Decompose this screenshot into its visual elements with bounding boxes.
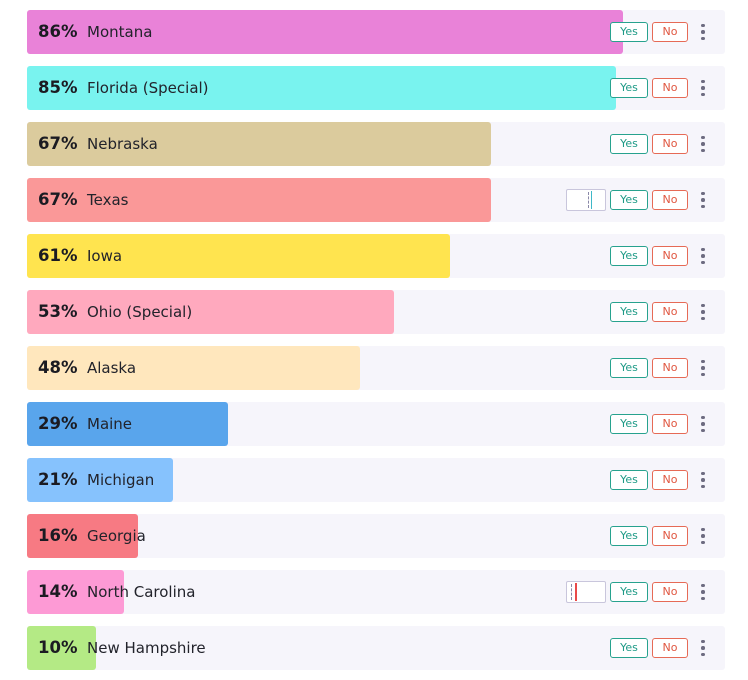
probability-label: 16% xyxy=(38,526,78,545)
trend-indicator xyxy=(566,189,606,211)
more-options-icon[interactable] xyxy=(695,21,711,43)
no-button[interactable]: No xyxy=(652,582,688,602)
race-row: 29% Maine Yes No xyxy=(27,402,725,446)
race-name: Maine xyxy=(87,415,133,433)
race-row: 61% Iowa Yes No xyxy=(27,234,725,278)
race-row: 48% Alaska Yes No xyxy=(27,346,725,390)
yes-button[interactable]: Yes xyxy=(610,470,648,490)
more-options-icon[interactable] xyxy=(695,301,711,323)
more-options-icon[interactable] xyxy=(695,133,711,155)
trend-tick xyxy=(588,192,589,208)
probability-bar xyxy=(27,626,96,670)
probability-bar xyxy=(27,10,623,54)
probability-bar xyxy=(27,178,491,222)
yes-button[interactable]: Yes xyxy=(610,358,648,378)
yes-button[interactable]: Yes xyxy=(610,414,648,434)
race-row: 14% North Carolina Yes No xyxy=(27,570,725,614)
no-button[interactable]: No xyxy=(652,302,688,322)
probability-label: 29% xyxy=(38,414,78,433)
race-name: North Carolina xyxy=(87,583,196,601)
more-options-icon[interactable] xyxy=(695,469,711,491)
race-row: 53% Ohio (Special) Yes No xyxy=(27,290,725,334)
yes-button[interactable]: Yes xyxy=(610,302,648,322)
yes-button[interactable]: Yes xyxy=(610,246,648,266)
more-options-icon[interactable] xyxy=(695,637,711,659)
probability-label: 85% xyxy=(38,78,78,97)
no-button[interactable]: No xyxy=(652,78,688,98)
race-name: New Hampshire xyxy=(87,639,206,657)
no-button[interactable]: No xyxy=(652,134,688,154)
probability-label: 48% xyxy=(38,358,78,377)
race-name: Alaska xyxy=(87,359,137,377)
probability-bar xyxy=(27,66,616,110)
trend-marker xyxy=(591,191,592,209)
probability-bar xyxy=(27,402,228,446)
race-name: Michigan xyxy=(87,471,155,489)
probability-label: 53% xyxy=(38,302,78,321)
more-options-icon[interactable] xyxy=(695,189,711,211)
more-options-icon[interactable] xyxy=(695,413,711,435)
probability-label: 21% xyxy=(38,470,78,489)
no-button[interactable]: No xyxy=(652,470,688,490)
race-name: Nebraska xyxy=(87,135,158,153)
probability-label: 67% xyxy=(38,134,78,153)
more-options-icon[interactable] xyxy=(695,357,711,379)
race-row: 85% Florida (Special) Yes No xyxy=(27,66,725,110)
probability-label: 67% xyxy=(38,190,78,209)
no-button[interactable]: No xyxy=(652,190,688,210)
no-button[interactable]: No xyxy=(652,638,688,658)
no-button[interactable]: No xyxy=(652,22,688,42)
probability-bar xyxy=(27,458,173,502)
race-name: Iowa xyxy=(87,247,123,265)
race-row: 21% Michigan Yes No xyxy=(27,458,725,502)
probability-bar xyxy=(27,290,394,334)
probability-bar xyxy=(27,570,124,614)
race-name: Montana xyxy=(87,23,153,41)
yes-button[interactable]: Yes xyxy=(610,526,648,546)
race-row: 67% Nebraska Yes No xyxy=(27,122,725,166)
race-row: 67% Texas Yes No xyxy=(27,178,725,222)
race-name: Florida (Special) xyxy=(87,79,209,97)
trend-marker xyxy=(575,583,577,601)
race-name: Ohio (Special) xyxy=(87,303,193,321)
no-button[interactable]: No xyxy=(652,526,688,546)
no-button[interactable]: No xyxy=(652,246,688,266)
race-row: 86% Montana Yes No xyxy=(27,10,725,54)
race-name: Texas xyxy=(87,191,129,209)
more-options-icon[interactable] xyxy=(695,77,711,99)
no-button[interactable]: No xyxy=(652,358,688,378)
no-button[interactable]: No xyxy=(652,414,688,434)
more-options-icon[interactable] xyxy=(695,245,711,267)
race-name: Georgia xyxy=(87,527,146,545)
probability-bar xyxy=(27,514,138,558)
race-row: 10% New Hampshire Yes No xyxy=(27,626,725,670)
probability-label: 61% xyxy=(38,246,78,265)
probability-bar xyxy=(27,234,450,278)
probability-label: 14% xyxy=(38,582,78,601)
yes-button[interactable]: Yes xyxy=(610,582,648,602)
yes-button[interactable]: Yes xyxy=(610,78,648,98)
trend-tick xyxy=(571,584,572,600)
race-row: 16% Georgia Yes No xyxy=(27,514,725,558)
yes-button[interactable]: Yes xyxy=(610,134,648,154)
yes-button[interactable]: Yes xyxy=(610,638,648,658)
probability-bar xyxy=(27,346,360,390)
yes-button[interactable]: Yes xyxy=(610,190,648,210)
more-options-icon[interactable] xyxy=(695,581,711,603)
probability-label: 10% xyxy=(38,638,78,657)
probability-bar xyxy=(27,122,491,166)
more-options-icon[interactable] xyxy=(695,525,711,547)
probability-label: 86% xyxy=(38,22,78,41)
trend-indicator xyxy=(566,581,606,603)
yes-button[interactable]: Yes xyxy=(610,22,648,42)
